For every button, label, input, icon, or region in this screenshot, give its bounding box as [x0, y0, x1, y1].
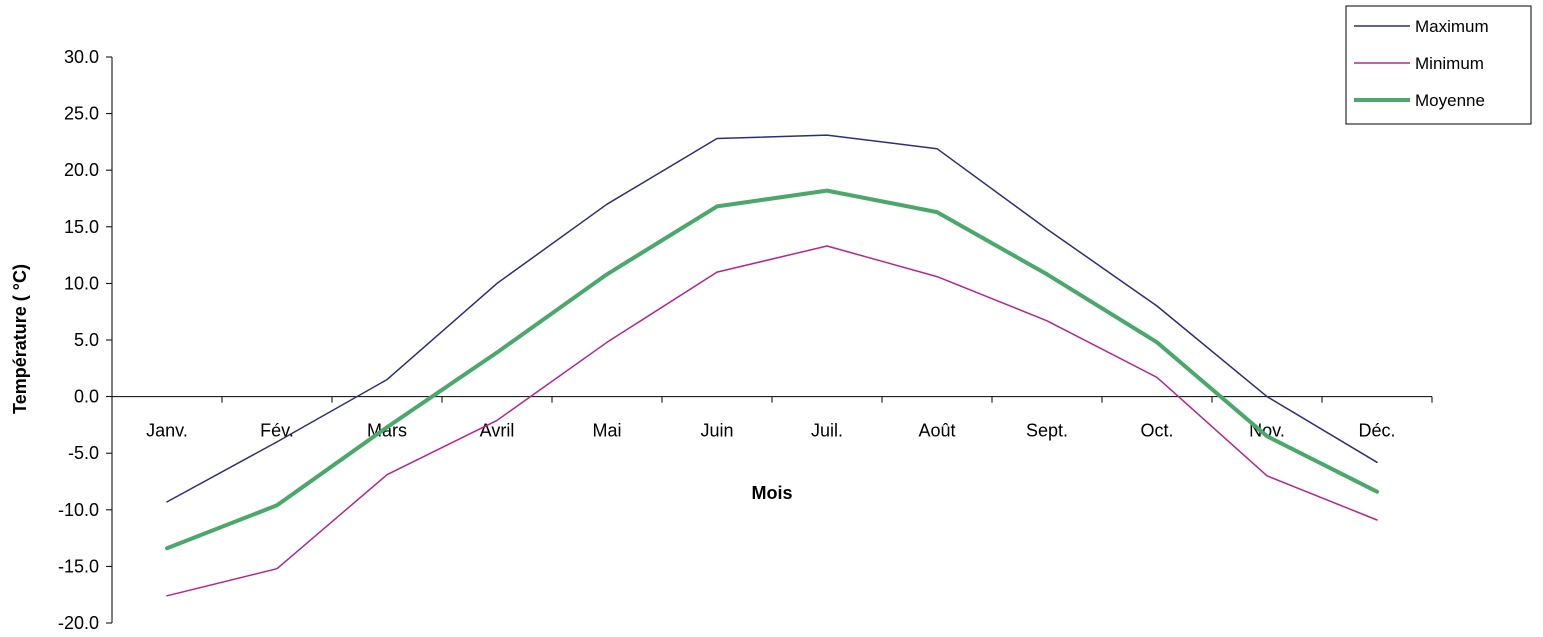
x-tick-label: Avril [480, 421, 515, 441]
x-tick-label: Fév. [260, 421, 294, 441]
y-tick-label: 20.0 [64, 160, 99, 180]
x-tick-label: Août [918, 421, 955, 441]
series-lines [165, 134, 1379, 597]
x-tick-label: Juin [700, 421, 733, 441]
y-tick-label: 5.0 [74, 330, 99, 350]
x-axis-title: Mois [751, 483, 792, 503]
y-tick-label: -5.0 [68, 443, 99, 463]
x-tick-label: Oct. [1140, 421, 1173, 441]
x-tick-label: Sept. [1026, 421, 1068, 441]
series-line-minimum [166, 245, 1378, 597]
y-tick-label: 15.0 [64, 217, 99, 237]
x-tick-label: Déc. [1358, 421, 1395, 441]
x-tick-label: Nov. [1249, 421, 1285, 441]
x-tick-label: Janv. [146, 421, 188, 441]
series-line-moyenne [165, 188, 1379, 551]
x-tick-label: Juil. [811, 421, 843, 441]
x-axis: Janv. Fév. Mars Avril Mai Juin Juil. Août Sept. O… [111, 396, 1433, 441]
series-line-maximum [166, 134, 1378, 503]
x-tick-label: Mai [592, 421, 621, 441]
y-tick-label: 25.0 [64, 104, 99, 124]
legend-label-minimum: Minimum [1415, 54, 1484, 73]
legend-label-maximum: Maximum [1415, 17, 1489, 36]
y-tick-label: -10.0 [58, 500, 99, 520]
y-axis-title: Température ( °C) [10, 264, 30, 414]
y-tick-label: 0.0 [74, 387, 99, 407]
legend: Maximum Minimum Moyenne [1345, 5, 1532, 125]
y-tick-label: -20.0 [58, 613, 99, 633]
y-tick-label: 10.0 [64, 273, 99, 293]
y-tick-label: 30.0 [64, 47, 99, 67]
legend-label-moyenne: Moyenne [1415, 91, 1485, 110]
y-tick-label: -15.0 [58, 556, 99, 576]
y-axis: 30.0 25.0 20.0 15.0 10.0 5.0 0.0 -5.0 -10.0 -15.0… [58, 47, 113, 633]
